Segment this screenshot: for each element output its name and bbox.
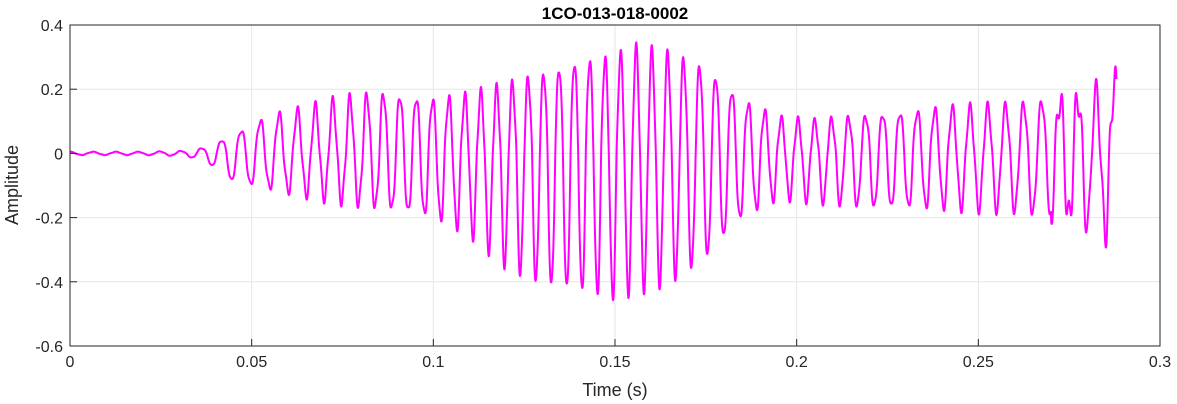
x-tick-label: 0.1 (422, 354, 444, 371)
y-tick-label: -0.2 (35, 211, 63, 228)
x-tick-label: 0.3 (1149, 354, 1171, 371)
y-tick-label: 0.2 (41, 82, 63, 99)
y-tick-label: -0.4 (35, 275, 63, 292)
y-tick-label: 0 (54, 146, 63, 163)
x-axis-label: Time (s) (582, 380, 647, 400)
y-tick-label: 0.4 (41, 18, 63, 35)
x-tick-label: 0.2 (786, 354, 808, 371)
signal-line (69, 41, 1118, 302)
axes-ticks: 0 0.05 0.1 0.15 0.2 0.25 0.3 -0.6 -0.4 -0.2 0 0.2 0.… (35, 18, 1171, 371)
y-tick-label: -0.6 (35, 339, 63, 356)
chart-title: 1CO-013-018-0002 (542, 4, 688, 23)
x-tick-label: 0 (66, 354, 75, 371)
y-axis-label: Amplitude (2, 145, 22, 225)
x-tick-label: 0.15 (599, 354, 630, 371)
x-tick-label: 0.05 (236, 354, 267, 371)
signal-line-group (69, 41, 1118, 302)
x-tick-label: 0.25 (963, 354, 994, 371)
